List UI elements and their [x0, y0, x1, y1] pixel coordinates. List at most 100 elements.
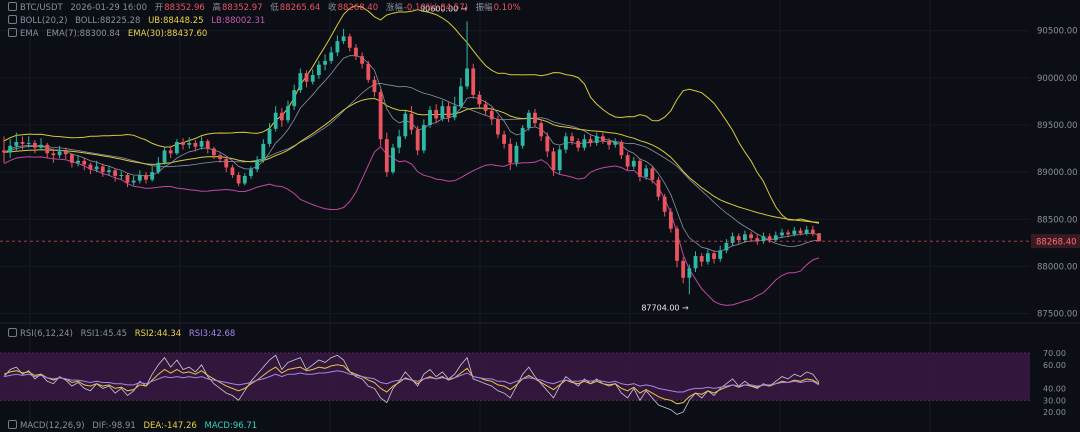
rsi-tick-label: 60.00	[1043, 361, 1066, 370]
candle-body	[718, 250, 723, 259]
rsi-tick-label: 70.00	[1043, 349, 1066, 358]
candle-body	[508, 143, 513, 163]
candle-body	[384, 139, 389, 173]
candle-body	[113, 170, 118, 176]
boll-upper-line	[3, 5, 820, 223]
high-label: 高	[212, 3, 221, 13]
ema-settings-icon[interactable]	[8, 28, 17, 37]
candle-body	[249, 169, 253, 176]
candle-body	[156, 162, 161, 173]
rsi-line-rsi3	[3, 370, 820, 393]
amplitude-label: 振幅	[475, 3, 493, 13]
candle-body	[224, 158, 229, 168]
candle-body	[100, 166, 105, 173]
candle-body	[428, 109, 432, 126]
ohlc-header: BTC/USDT 2026-01-29 16:00 开88352.96 高883…	[8, 2, 526, 14]
change-label: 涨幅	[385, 3, 403, 13]
candle-body	[366, 63, 371, 80]
boll-settings-icon[interactable]	[8, 15, 17, 24]
candle-body	[588, 139, 593, 143]
candle-body	[39, 144, 43, 148]
low-annotation: 87704.00 →	[641, 303, 689, 312]
candle-body	[705, 253, 710, 262]
candle-body	[57, 151, 62, 156]
candle-body	[755, 238, 760, 241]
candle-body	[446, 106, 451, 118]
candle-body	[712, 253, 716, 259]
candle-body	[533, 112, 537, 124]
datetime-label: 2026-01-29 16:00	[70, 3, 147, 13]
candle-body	[773, 235, 778, 241]
candle-body	[594, 136, 599, 143]
candle-body	[786, 232, 791, 235]
candle-body	[397, 136, 402, 148]
boll-lb-value: LB:88002.31	[211, 16, 266, 26]
candle-body	[347, 36, 352, 48]
price-tag-bg	[1031, 234, 1080, 249]
candle-body	[88, 164, 93, 170]
candle-body	[14, 141, 19, 146]
candle-body	[304, 73, 309, 82]
candle-body	[329, 52, 334, 61]
candle-body	[51, 153, 56, 156]
candle-body	[644, 168, 649, 177]
price-tag: 88268.40	[1036, 238, 1077, 248]
candle-body	[131, 180, 136, 183]
candle-body	[230, 167, 235, 175]
indicator-settings-icon[interactable]	[8, 2, 17, 11]
candle-body	[261, 143, 266, 160]
candle-body	[409, 113, 414, 130]
candle-body	[8, 145, 13, 153]
price-tick-label: 88000.00	[1037, 262, 1078, 272]
candle-body	[94, 166, 99, 170]
price-tick-label: 90500.00	[1037, 27, 1078, 37]
candle-body	[218, 155, 223, 159]
candle-body	[668, 211, 673, 229]
candle-body	[316, 64, 321, 76]
open-label: 开	[154, 3, 164, 13]
rsi-tick-label: 30.00	[1043, 396, 1066, 405]
candle-body	[736, 236, 741, 241]
candle-body	[576, 141, 581, 148]
rsi2-value: RSI2:44.34	[134, 329, 182, 339]
candle-body	[489, 110, 494, 120]
change-value: -0.10%(-84.57)	[403, 3, 468, 13]
candle-body	[440, 106, 445, 119]
candle-body	[749, 234, 753, 239]
candle-body	[656, 179, 661, 197]
candle-body	[292, 90, 297, 107]
rsi-band	[0, 352, 1030, 401]
candle-body	[650, 168, 655, 180]
boll-name: BOLL(20,2)	[20, 16, 68, 26]
candle-body	[767, 236, 772, 241]
candle-body	[625, 155, 630, 167]
candle-body	[582, 139, 587, 148]
price-tick-label: 90000.00	[1037, 74, 1078, 84]
candle-body	[662, 196, 667, 212]
overlay: 88268.40 90600.00 → 87704.00 →	[0, 4, 1080, 312]
rsi3-value: RSI3:42.68	[188, 329, 236, 339]
candle-body	[792, 230, 797, 235]
candle-body	[162, 150, 167, 163]
rsi1-value: RSI1:45.45	[80, 329, 128, 339]
candle-body	[144, 174, 148, 180]
candle-body	[310, 75, 315, 82]
candle-body	[125, 174, 130, 183]
rsi-name: RSI(6,12,24)	[20, 329, 73, 339]
high-annotation: 90600.00 →	[420, 4, 468, 13]
macd-settings-icon[interactable]	[8, 420, 17, 429]
candle-body	[545, 136, 550, 152]
candle-body	[26, 142, 31, 144]
candles	[2, 21, 821, 295]
ema7-value: EMA(7):88300.84	[46, 29, 121, 39]
rsi-line-rsi1	[3, 354, 820, 415]
boll-value: BOLL:88225.28	[75, 16, 141, 26]
boll-header: BOLL(20,2) BOLL:88225.28 UB:88448.25 LB:…	[8, 15, 270, 27]
rsi-settings-icon[interactable]	[8, 328, 17, 337]
rsi-tick-label: 40.00	[1043, 384, 1066, 393]
candle-body	[458, 86, 463, 107]
low-value: 88265.64	[279, 3, 321, 13]
ema30-value: EMA(30):88437.60	[127, 29, 208, 39]
